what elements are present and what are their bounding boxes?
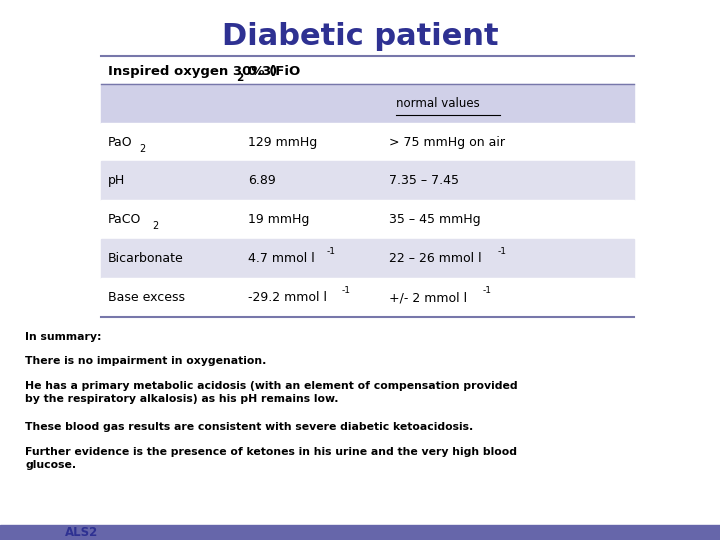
Text: -1: -1 bbox=[342, 286, 351, 295]
Bar bbox=[101, 123, 634, 161]
Text: > 75 mmHg on air: > 75 mmHg on air bbox=[389, 136, 505, 148]
Text: 2: 2 bbox=[153, 221, 159, 231]
Text: 22 – 26 mmol l: 22 – 26 mmol l bbox=[389, 252, 482, 265]
Text: 19 mmHg: 19 mmHg bbox=[248, 213, 310, 226]
Text: 2: 2 bbox=[139, 144, 145, 153]
Text: These blood gas results are consistent with severe diabetic ketoacidosis.: These blood gas results are consistent w… bbox=[25, 422, 474, 433]
Text: 2: 2 bbox=[236, 72, 243, 83]
Text: -29.2 mmol l: -29.2 mmol l bbox=[248, 291, 328, 304]
Text: 6.89: 6.89 bbox=[248, 174, 276, 187]
Text: Inspired oxygen 30% (FiO: Inspired oxygen 30% (FiO bbox=[108, 65, 300, 78]
Text: PaO: PaO bbox=[108, 136, 132, 148]
Bar bbox=[101, 278, 634, 317]
Text: In summary:: In summary: bbox=[25, 332, 102, 342]
Text: Base excess: Base excess bbox=[108, 291, 185, 304]
Text: 35 – 45 mmHg: 35 – 45 mmHg bbox=[389, 213, 480, 226]
Bar bbox=[101, 200, 634, 239]
Bar bbox=[0, 525, 720, 540]
Text: normal values: normal values bbox=[396, 97, 480, 110]
Bar bbox=[101, 161, 634, 200]
Text: 7.35 – 7.45: 7.35 – 7.45 bbox=[389, 174, 459, 187]
Text: 129 mmHg: 129 mmHg bbox=[248, 136, 318, 148]
Bar bbox=[101, 239, 634, 278]
Text: Further evidence is the presence of ketones in his urine and the very high blood: Further evidence is the presence of keto… bbox=[25, 447, 517, 470]
Text: He has a primary metabolic acidosis (with an element of compensation provided
by: He has a primary metabolic acidosis (wit… bbox=[25, 381, 518, 404]
Text: -1: -1 bbox=[498, 247, 507, 256]
Text: +/- 2 mmol l: +/- 2 mmol l bbox=[389, 291, 467, 304]
Text: 4.7 mmol l: 4.7 mmol l bbox=[248, 252, 315, 265]
Text: PaCO: PaCO bbox=[108, 213, 141, 226]
Bar bbox=[101, 84, 634, 123]
Text: pH: pH bbox=[108, 174, 125, 187]
Text: -1: -1 bbox=[326, 247, 335, 256]
Text: Diabetic patient: Diabetic patient bbox=[222, 22, 498, 51]
Text: ALS2: ALS2 bbox=[65, 526, 98, 539]
Text: There is no impairment in oxygenation.: There is no impairment in oxygenation. bbox=[25, 356, 266, 367]
Text: -1: -1 bbox=[482, 286, 491, 295]
Text: 0.3): 0.3) bbox=[243, 65, 278, 78]
Text: Bicarbonate: Bicarbonate bbox=[108, 252, 184, 265]
